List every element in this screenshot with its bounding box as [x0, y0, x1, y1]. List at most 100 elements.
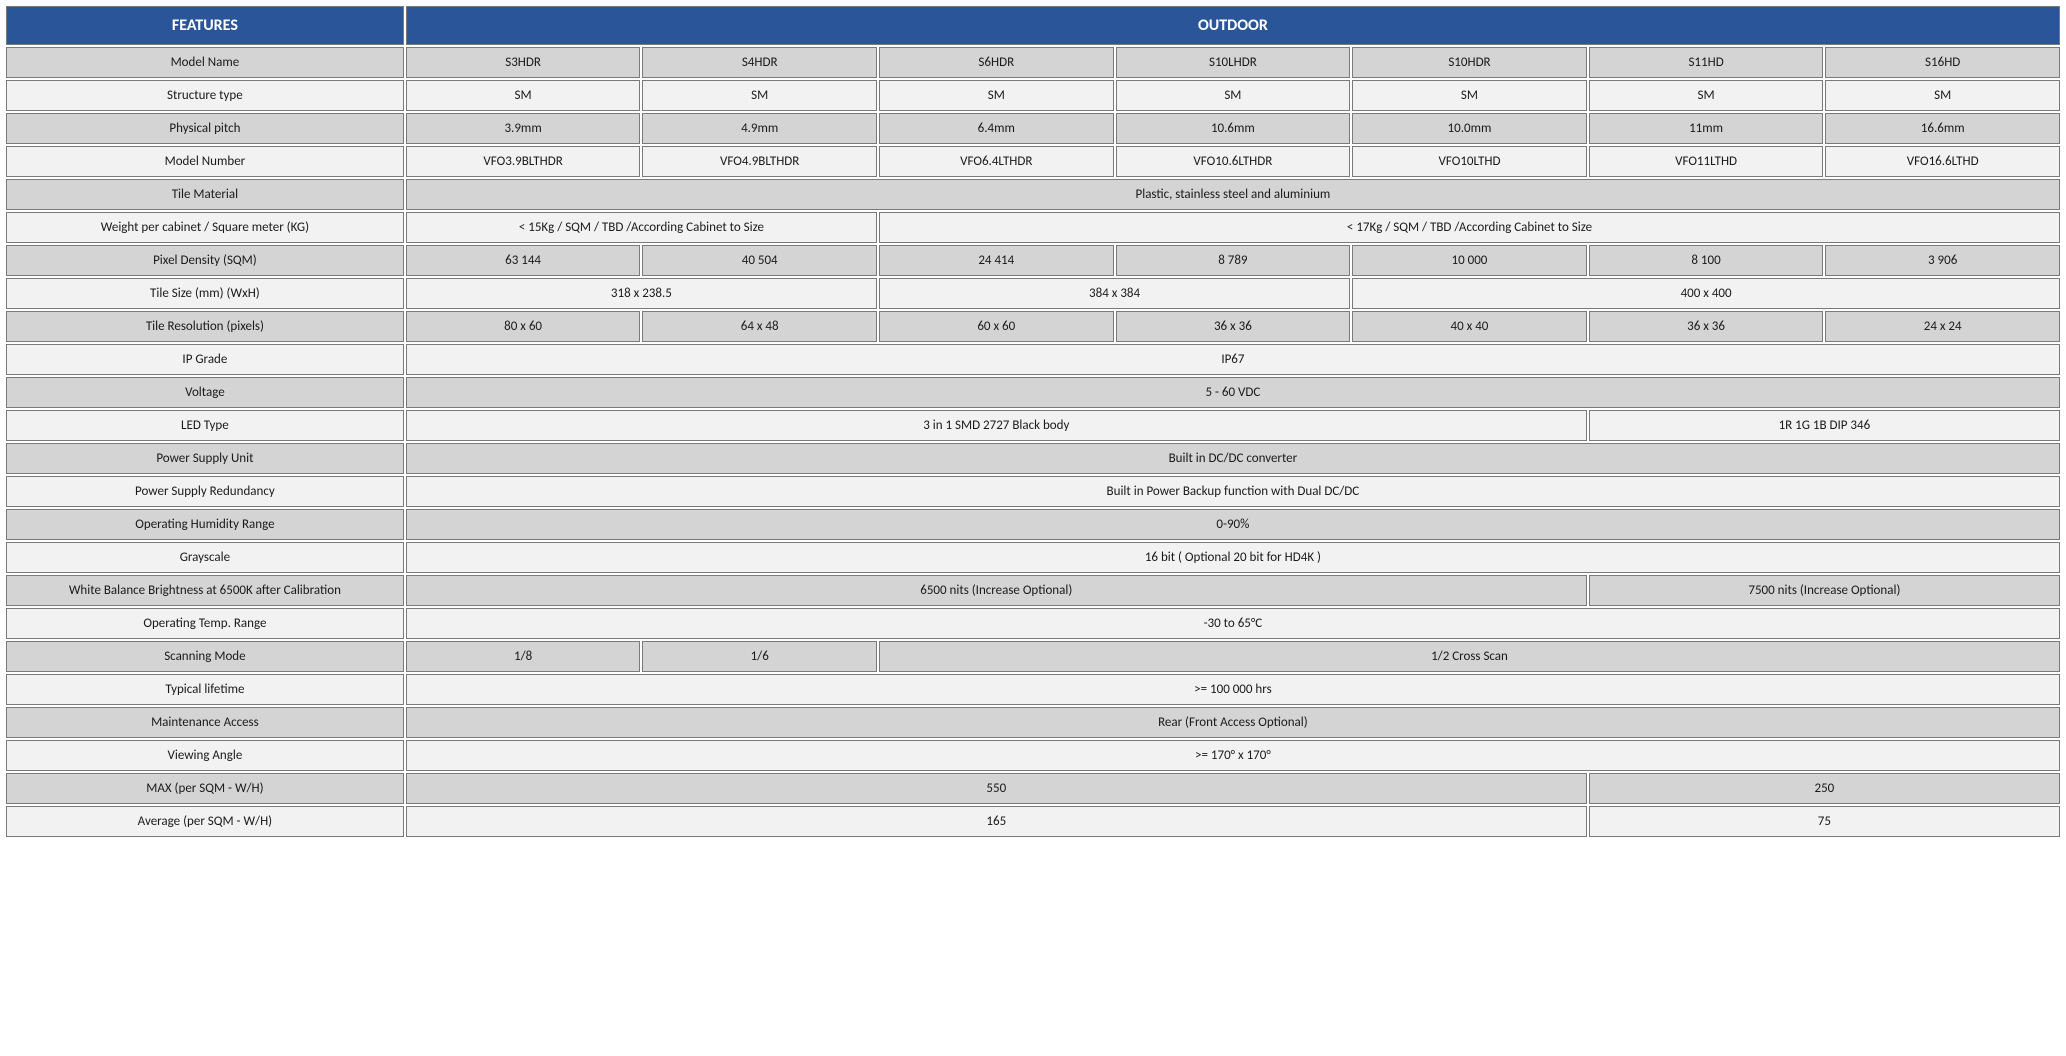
data-cell: Built in Power Backup function with Dual… — [406, 476, 2060, 507]
data-cell: 3.9mm — [406, 113, 641, 144]
feature-label: Typical lifetime — [6, 674, 404, 705]
table-row: Voltage5 - 60 VDC — [6, 377, 2060, 408]
data-cell: S3HDR — [406, 47, 641, 78]
table-row: Tile Resolution (pixels)80 x 6064 x 4860… — [6, 311, 2060, 342]
table-row: IP GradeIP67 — [6, 344, 2060, 375]
feature-label: Weight per cabinet / Square meter (KG) — [6, 212, 404, 243]
data-cell: < 17Kg / SQM / TBD /According Cabinet to… — [879, 212, 2060, 243]
feature-label: Model Name — [6, 47, 404, 78]
data-cell: 36 x 36 — [1116, 311, 1351, 342]
data-cell: SM — [642, 80, 877, 111]
data-cell: VFO3.9BLTHDR — [406, 146, 641, 177]
table-row: Typical lifetime>= 100 000 hrs — [6, 674, 2060, 705]
feature-label: Operating Temp. Range — [6, 608, 404, 639]
data-cell: 75 — [1589, 806, 2060, 837]
feature-label: Physical pitch — [6, 113, 404, 144]
data-cell: 0-90% — [406, 509, 2060, 540]
feature-label: Pixel Density (SQM) — [6, 245, 404, 276]
table-row: White Balance Brightness at 6500K after … — [6, 575, 2060, 606]
feature-label: Grayscale — [6, 542, 404, 573]
data-cell: SM — [406, 80, 641, 111]
table-row: MAX (per SQM - W/H)550250 — [6, 773, 2060, 804]
data-cell: S10LHDR — [1116, 47, 1351, 78]
data-cell: 10.6mm — [1116, 113, 1351, 144]
data-cell: 16 bit ( Optional 20 bit for HD4K ) — [406, 542, 2060, 573]
table-row: Model NumberVFO3.9BLTHDRVFO4.9BLTHDRVFO6… — [6, 146, 2060, 177]
feature-label: Scanning Mode — [6, 641, 404, 672]
data-cell: 16.6mm — [1825, 113, 2060, 144]
data-cell: 11mm — [1589, 113, 1824, 144]
data-cell: SM — [879, 80, 1114, 111]
data-cell: VFO11LTHD — [1589, 146, 1824, 177]
data-cell: 63 144 — [406, 245, 641, 276]
table-row: Physical pitch3.9mm4.9mm6.4mm10.6mm10.0m… — [6, 113, 2060, 144]
data-cell: 60 x 60 — [879, 311, 1114, 342]
feature-label: Tile Material — [6, 179, 404, 210]
data-cell: -30 to 65°C — [406, 608, 2060, 639]
table-row: Structure typeSMSMSMSMSMSMSM — [6, 80, 2060, 111]
data-cell: Built in DC/DC converter — [406, 443, 2060, 474]
data-cell: SM — [1116, 80, 1351, 111]
data-cell: 64 x 48 — [642, 311, 877, 342]
data-cell: Rear (Front Access Optional) — [406, 707, 2060, 738]
data-cell: 40 504 — [642, 245, 877, 276]
feature-label: Operating Humidity Range — [6, 509, 404, 540]
data-cell: SM — [1825, 80, 2060, 111]
data-cell: 8 789 — [1116, 245, 1351, 276]
table-row: Model NameS3HDRS4HDRS6HDRS10LHDRS10HDRS1… — [6, 47, 2060, 78]
data-cell: 1/2 Cross Scan — [879, 641, 2060, 672]
data-cell: 40 x 40 — [1352, 311, 1587, 342]
data-cell: >= 170° x 170° — [406, 740, 2060, 771]
data-cell: 384 x 384 — [879, 278, 1350, 309]
data-cell: 550 — [406, 773, 1587, 804]
data-cell: 318 x 238.5 — [406, 278, 877, 309]
table-row: Tile MaterialPlastic, stainless steel an… — [6, 179, 2060, 210]
header-features: FEATURES — [6, 6, 404, 45]
data-cell: VFO6.4LTHDR — [879, 146, 1114, 177]
feature-label: Maintenance Access — [6, 707, 404, 738]
feature-label: Model Number — [6, 146, 404, 177]
header-outdoor: OUTDOOR — [406, 6, 2060, 45]
data-cell: 8 100 — [1589, 245, 1824, 276]
table-row: Average (per SQM - W/H)16575 — [6, 806, 2060, 837]
feature-label: IP Grade — [6, 344, 404, 375]
data-cell: 165 — [406, 806, 1587, 837]
data-cell: 3 906 — [1825, 245, 2060, 276]
data-cell: 3 in 1 SMD 2727 Black body — [406, 410, 1587, 441]
feature-label: Voltage — [6, 377, 404, 408]
table-row: Grayscale16 bit ( Optional 20 bit for HD… — [6, 542, 2060, 573]
data-cell: S11HD — [1589, 47, 1824, 78]
data-cell: S16HD — [1825, 47, 2060, 78]
table-row: Operating Humidity Range0-90% — [6, 509, 2060, 540]
feature-label: Tile Size (mm) (WxH) — [6, 278, 404, 309]
data-cell: SM — [1589, 80, 1824, 111]
data-cell: 1/8 — [406, 641, 641, 672]
data-cell: 36 x 36 — [1589, 311, 1824, 342]
data-cell: SM — [1352, 80, 1587, 111]
table-row: Weight per cabinet / Square meter (KG)< … — [6, 212, 2060, 243]
data-cell: Plastic, stainless steel and aluminium — [406, 179, 2060, 210]
feature-label: Viewing Angle — [6, 740, 404, 771]
data-cell: 10 000 — [1352, 245, 1587, 276]
data-cell: 250 — [1589, 773, 2060, 804]
data-cell: 24 x 24 — [1825, 311, 2060, 342]
data-cell: 6.4mm — [879, 113, 1114, 144]
table-row: Scanning Mode1/81/61/2 Cross Scan — [6, 641, 2060, 672]
table-row: Tile Size (mm) (WxH)318 x 238.5384 x 384… — [6, 278, 2060, 309]
data-cell: 6500 nits (Increase Optional) — [406, 575, 1587, 606]
data-cell: S10HDR — [1352, 47, 1587, 78]
table-row: LED Type3 in 1 SMD 2727 Black body1R 1G … — [6, 410, 2060, 441]
feature-label: White Balance Brightness at 6500K after … — [6, 575, 404, 606]
table-row: Power Supply UnitBuilt in DC/DC converte… — [6, 443, 2060, 474]
feature-label: LED Type — [6, 410, 404, 441]
table-row: Maintenance AccessRear (Front Access Opt… — [6, 707, 2060, 738]
table-row: Operating Temp. Range-30 to 65°C — [6, 608, 2060, 639]
data-cell: < 15Kg / SQM / TBD /According Cabinet to… — [406, 212, 877, 243]
data-cell: 7500 nits (Increase Optional) — [1589, 575, 2060, 606]
data-cell: VFO10.6LTHDR — [1116, 146, 1351, 177]
data-cell: 5 - 60 VDC — [406, 377, 2060, 408]
feature-label: MAX (per SQM - W/H) — [6, 773, 404, 804]
data-cell: 80 x 60 — [406, 311, 641, 342]
data-cell: VFO16.6LTHD — [1825, 146, 2060, 177]
data-cell: VFO10LTHD — [1352, 146, 1587, 177]
